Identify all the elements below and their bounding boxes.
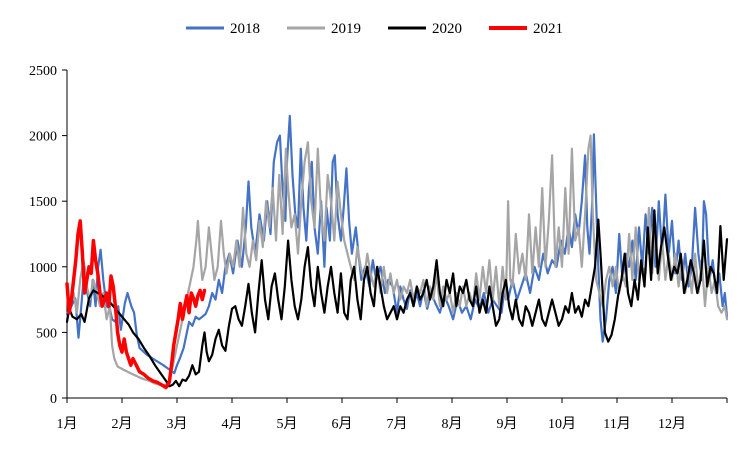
series-layer [65,114,729,390]
x-tick-label: 3月 [167,416,188,432]
legend-item-2021: 2021 [489,21,563,37]
series-line-2020 [65,209,729,388]
x-tick-label: 11月 [603,416,630,432]
legend-item-2018: 2018 [186,21,260,37]
legend-label: 2020 [432,21,462,37]
x-tick-label: 2月 [112,416,133,432]
series-line-2019 [65,134,729,386]
y-tick-label: 500 [36,326,57,341]
legend-item-2020: 2020 [388,21,462,37]
legend-label: 2019 [331,21,361,37]
legend-item-2019: 2019 [287,21,361,37]
y-axis: 0 500 1000 1500 2000 2500 [29,64,68,407]
x-tick-label: 10月 [548,416,576,432]
series-line-2021 [65,219,207,390]
y-tick-label: 0 [50,392,57,407]
y-tick-label: 1500 [29,195,57,210]
x-tick-label: 4月 [222,416,243,432]
legend-label: 2018 [230,21,260,37]
y-tick-label: 2000 [29,130,57,145]
x-tick-label: 5月 [277,416,298,432]
legend-label: 2021 [533,21,563,37]
legend: 2018 2019 2020 2021 [186,21,563,37]
x-tick-label: 9月 [497,416,518,432]
x-tick-label: 8月 [442,416,463,432]
x-tick-label: 6月 [332,416,353,432]
x-tick-label: 7月 [387,416,408,432]
x-axis: 1月 2月 3月 4月 5月 6月 7月 8月 9月 10月 11月 12月 [57,397,728,432]
x-tick-label: 1月 [57,416,78,432]
y-tick-label: 2500 [29,64,57,79]
x-tick-label: 12月 [658,416,686,432]
y-tick-label: 1000 [29,261,57,276]
